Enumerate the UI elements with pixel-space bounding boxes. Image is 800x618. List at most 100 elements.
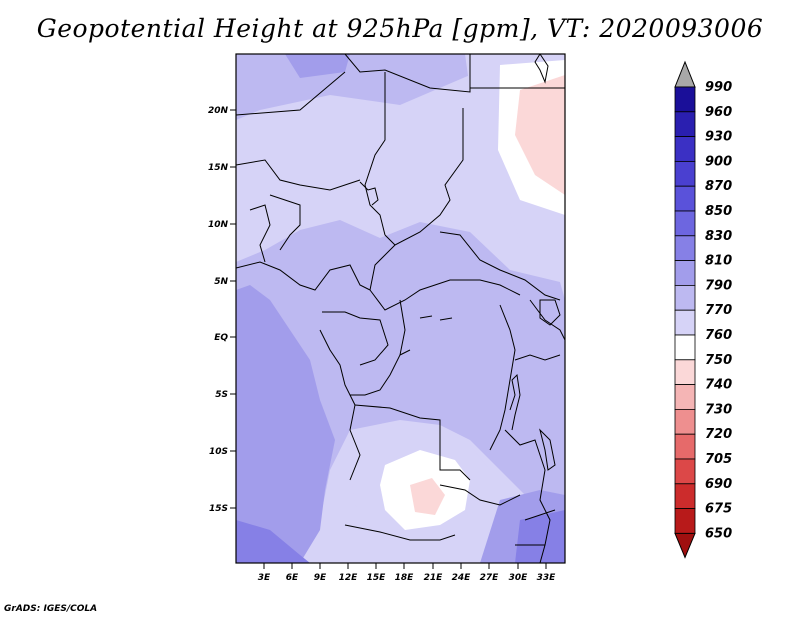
field-north-core [285, 54, 350, 78]
colorbar-band [674, 260, 696, 286]
colorbar-label: 870 [705, 179, 732, 194]
colorbar-label: 850 [705, 204, 732, 219]
colorbar-band [674, 384, 696, 410]
colorbar-label: 830 [705, 229, 732, 244]
colorbar-band [674, 408, 696, 435]
country-borders [236, 54, 565, 563]
lon-label: 30E [509, 573, 529, 583]
colorbar-label: 675 [705, 502, 732, 517]
colorbar-label: 760 [705, 328, 732, 343]
chart-title: Geopotential Height at 925hPa [gpm], VT:… [36, 14, 764, 43]
lake-victoria [539, 299, 561, 326]
border-mozambique [504, 429, 551, 563]
colorbar-band [674, 86, 696, 113]
lat-label: 15S [209, 504, 228, 514]
colorbar-band [674, 160, 696, 187]
colorbar: 990 960 930 900 870 850 830 810 790 770 760 750 740 7… [674, 60, 732, 559]
border-mali [236, 71, 346, 116]
border-niger-chad [364, 72, 386, 236]
colorbar-band [674, 433, 696, 460]
border-zimbabwe [515, 509, 556, 546]
map-frame [235, 53, 566, 564]
lon-axis: 3E 6E 9E 12E 15E 18E 21E 24E 27E 30E 33E [258, 563, 556, 583]
border-uganda [529, 299, 565, 341]
lat-label: 10N [208, 220, 229, 230]
lon-label: 15E [367, 573, 387, 583]
lake-tanganyika [509, 373, 521, 431]
border-car [369, 279, 521, 311]
colorbar-label: 900 [705, 154, 732, 169]
colorbar-label: 990 [705, 80, 732, 95]
colorbar-band [674, 235, 696, 262]
lon-label: 3E [258, 573, 271, 583]
colorbar-label: 790 [705, 278, 732, 293]
border-sahara [344, 54, 471, 93]
colorbar-label: 730 [705, 402, 732, 417]
colorbar-top-arrow [674, 60, 696, 88]
colorbar-label: 720 [705, 427, 732, 442]
border-cameroon [369, 244, 396, 291]
colorbar-band [674, 111, 696, 138]
field-west-ocean [236, 285, 335, 563]
field-east-pink [515, 75, 565, 195]
lon-label: 33E [537, 573, 557, 583]
lon-label: 6E [286, 573, 299, 583]
border-togo-benin [269, 194, 301, 251]
colorbar-bands [674, 86, 696, 559]
colorbar-band [674, 334, 696, 361]
lon-label: 24E [452, 573, 472, 583]
colorbar-label: 740 [705, 378, 732, 393]
border-gabon [322, 311, 389, 366]
border-angola-drc [354, 404, 471, 481]
border-chad-sudan [384, 108, 464, 246]
lat-label: 5N [214, 277, 228, 287]
border-ghana [249, 204, 271, 263]
colorbar-band [674, 309, 696, 336]
border-congo [350, 299, 406, 396]
lon-label: 9E [314, 573, 327, 583]
border-burkina-niger [236, 159, 361, 191]
colorbar-band [674, 185, 696, 212]
colorbar-bottom-arrow [674, 532, 696, 559]
border-east-drc [489, 304, 516, 451]
border-kenya-tanzania [514, 354, 561, 361]
field-north-band [236, 54, 470, 120]
colorbar-label: 770 [705, 303, 732, 318]
lat-label: 15N [208, 163, 229, 173]
colorbar-labels: 990 960 930 900 870 850 830 810 790 770 760 750 740 7… [705, 80, 732, 541]
border-namibia [344, 524, 456, 541]
rivers [399, 315, 453, 356]
colorbar-band [674, 483, 696, 509]
lon-label: 12E [339, 573, 359, 583]
colorbar-label: 705 [705, 452, 732, 467]
lat-axis: 20N 15N 10N 5N EQ 5S 10S 15S [208, 106, 236, 514]
colorbar-band [674, 284, 696, 311]
grads-credit: GrADS: IGES/COLA [4, 604, 98, 614]
height-field [236, 54, 565, 563]
field-southwest-core [236, 520, 310, 563]
lat-label: EQ [214, 333, 228, 343]
colorbar-band [674, 359, 696, 385]
coast-gulf-guinea [236, 261, 371, 291]
border-zambia [439, 484, 521, 506]
colorbar-label: 690 [705, 477, 732, 492]
colorbar-label: 930 [705, 130, 732, 145]
border-sudan-south [439, 231, 561, 301]
colorbar-label: 810 [705, 254, 732, 269]
field-southeast-core [515, 510, 565, 563]
colorbar-band [674, 458, 696, 485]
lake-malawi [539, 428, 556, 471]
field-south-pink [410, 478, 445, 515]
lon-label: 18E [395, 573, 415, 583]
lon-label: 27E [480, 573, 500, 583]
colorbar-label: 750 [705, 353, 732, 368]
lake-chad [359, 181, 379, 206]
colorbar-band [674, 136, 696, 162]
red-sea-coast [534, 54, 549, 84]
colorbar-band [674, 508, 696, 534]
lon-label: 21E [424, 573, 444, 583]
colorbar-band [674, 210, 696, 237]
colorbar-label: 650 [705, 526, 732, 541]
lat-label: 5S [215, 390, 228, 400]
